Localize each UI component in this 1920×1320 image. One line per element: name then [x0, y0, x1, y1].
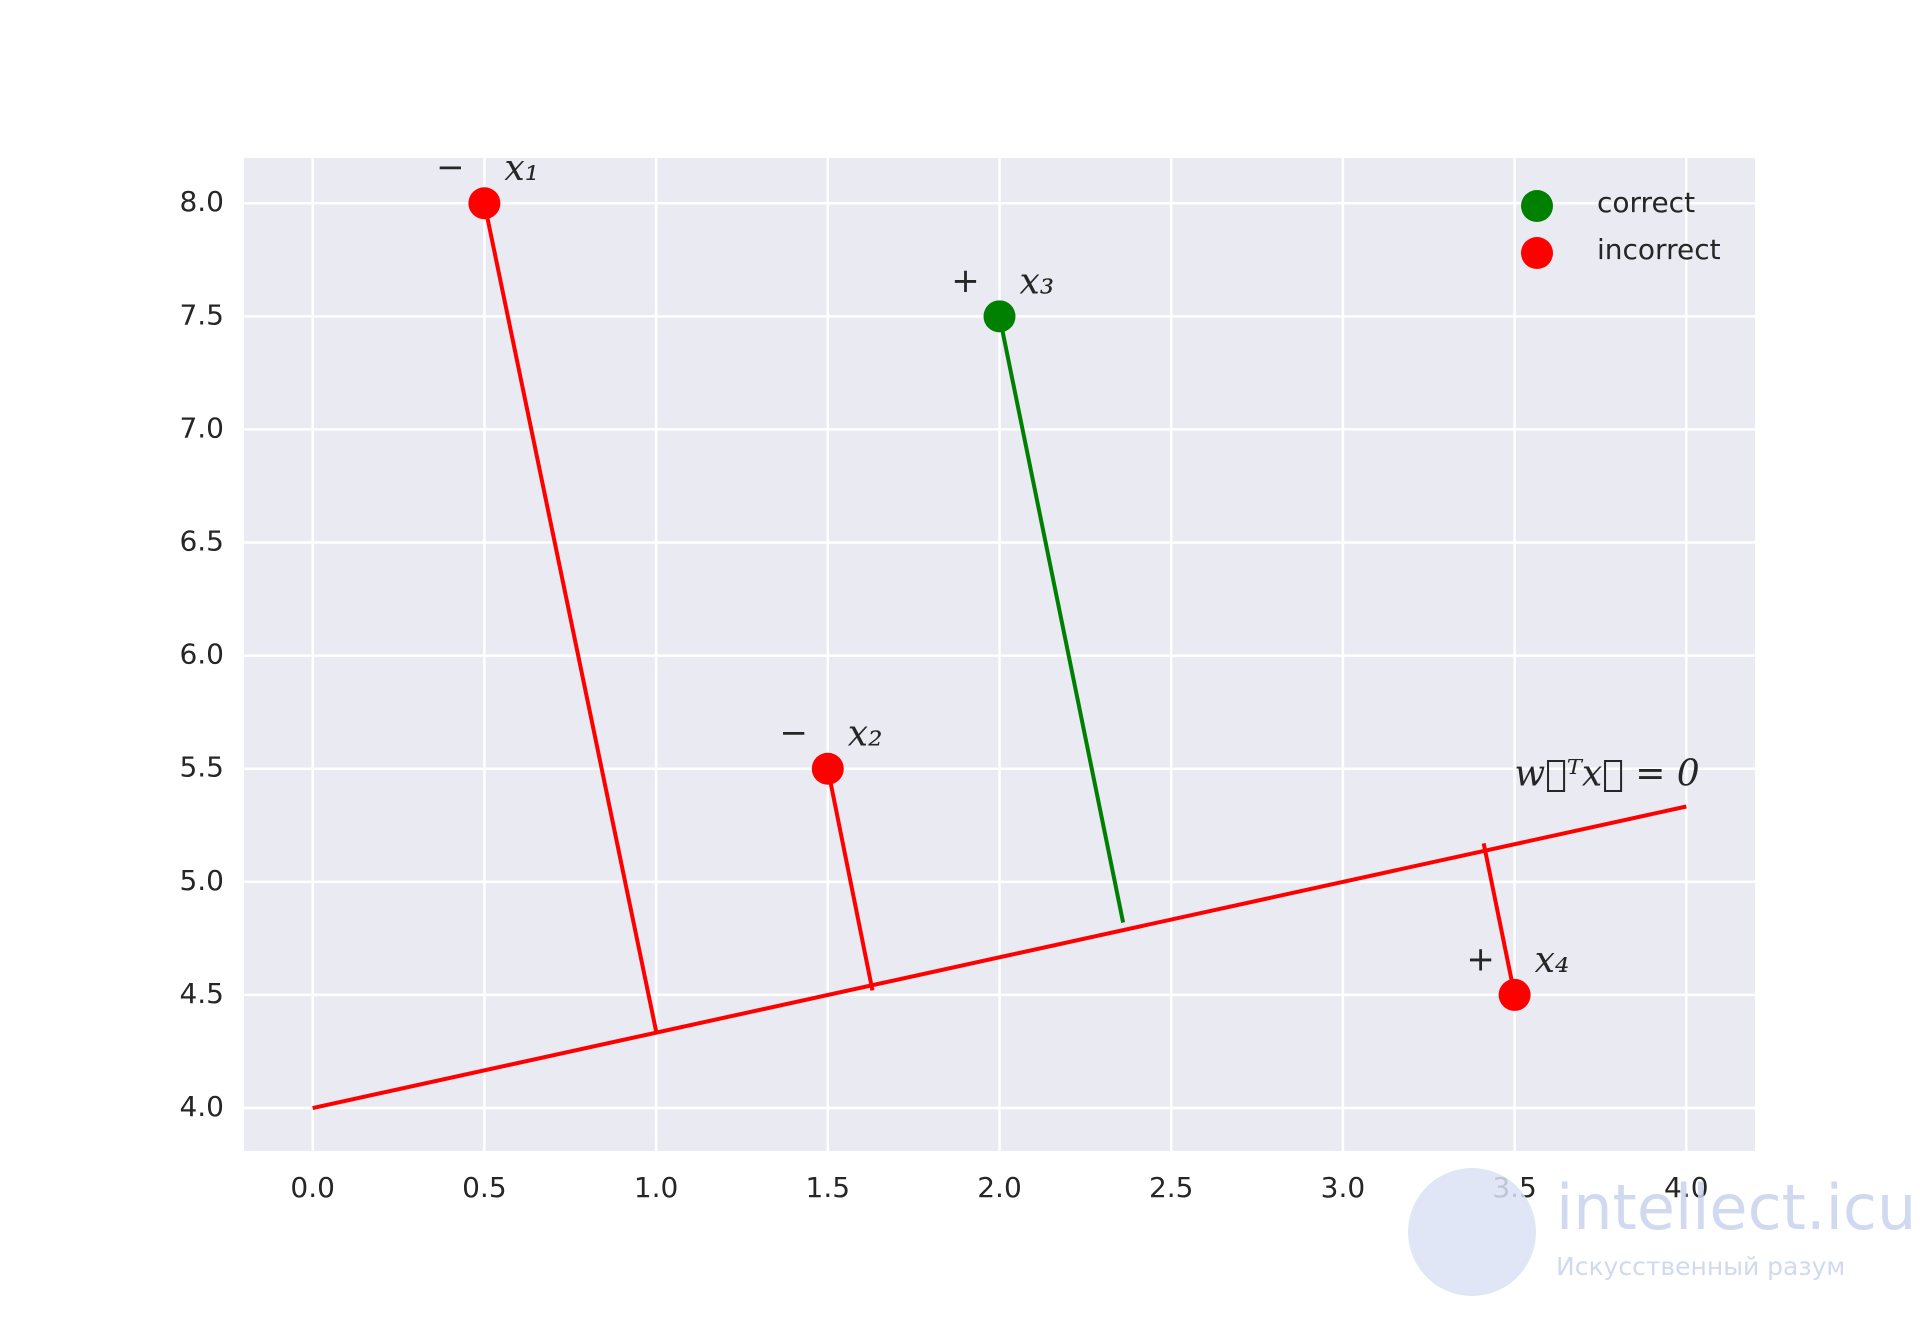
- x-tick-label: 0.5: [462, 1171, 507, 1204]
- y-tick-label: 5.0: [179, 864, 224, 897]
- y-tick-label: 7.0: [179, 411, 224, 444]
- point-label: x₂: [848, 714, 883, 755]
- y-tick-label: 7.5: [179, 298, 224, 331]
- watermark: intellect.icu Искусственный разум: [1408, 1168, 1916, 1296]
- point-sign: +: [1466, 939, 1495, 979]
- watermark-logo: [1408, 1168, 1536, 1296]
- x-tick-label: 3.0: [1321, 1171, 1366, 1204]
- legend-marker: [1521, 237, 1553, 269]
- projection-line: [997, 315, 1126, 923]
- y-tick-label: 6.0: [179, 638, 224, 671]
- point: [1498, 978, 1531, 1011]
- x-tick-label: 2.5: [1149, 1171, 1194, 1204]
- point: [468, 187, 501, 220]
- y-tick-label: 6.5: [179, 525, 224, 558]
- x-tick-label: 2.0: [977, 1171, 1022, 1204]
- point-sign: +: [951, 261, 980, 301]
- y-tick-label: 4.5: [179, 977, 224, 1010]
- point: [811, 752, 844, 785]
- projection-line: [1481, 842, 1517, 996]
- point-label: x₄: [1535, 940, 1570, 981]
- point: [983, 300, 1016, 333]
- legend-marker: [1521, 190, 1553, 222]
- y-tick-label: 5.5: [179, 751, 224, 784]
- projection-line: [825, 768, 875, 991]
- legend-label: correct: [1597, 186, 1695, 219]
- boundary-label: w⃗ᵀx⃗ = 0: [1514, 754, 1699, 795]
- projection-line: [482, 202, 659, 1032]
- x-tick-label: 4.0: [1664, 1171, 1709, 1204]
- y-tick-label: 8.0: [179, 185, 224, 218]
- watermark-title: intellect.icu: [1556, 1171, 1916, 1244]
- y-tick-label: 4.0: [179, 1090, 224, 1123]
- point-label: x₁: [504, 148, 539, 189]
- point-sign: −: [780, 713, 809, 753]
- x-tick-label: 1.5: [806, 1171, 851, 1204]
- x-tick-label: 1.0: [634, 1171, 679, 1204]
- watermark-subtitle: Искусственный разум: [1556, 1252, 1845, 1281]
- point-sign: −: [436, 148, 465, 188]
- point-label: x₃: [1020, 261, 1055, 302]
- legend-label: incorrect: [1597, 233, 1721, 266]
- decision-boundary: [312, 804, 1687, 1110]
- x-tick-label: 0.0: [290, 1171, 335, 1204]
